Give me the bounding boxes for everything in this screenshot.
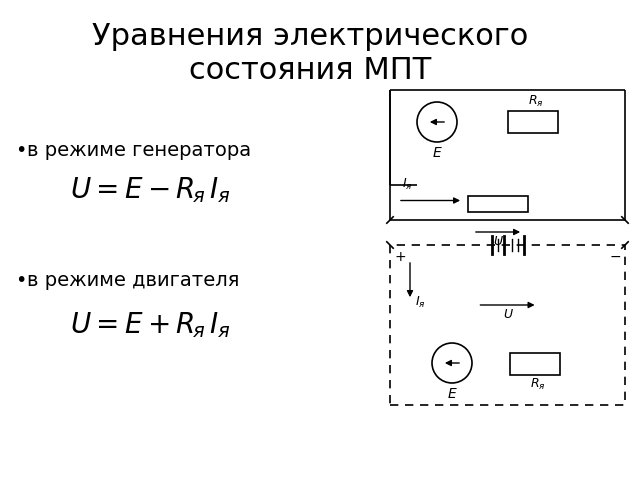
Text: $\mathit{U} = \mathit{E} + \mathit{R}_{\!\mathit{я}}\,\mathit{I}_{\mathit{я}}$: $\mathit{U} = \mathit{E} + \mathit{R}_{\…: [70, 310, 230, 340]
Text: U: U: [503, 308, 512, 321]
Text: •: •: [15, 271, 26, 289]
Text: E: E: [433, 146, 442, 160]
Text: $\mathit{U} = \mathit{E} - \mathit{R}_{\!\mathit{я}}\,\mathit{I}_{\mathit{я}}$: $\mathit{U} = \mathit{E} - \mathit{R}_{\…: [70, 175, 230, 205]
Text: $R_{я}$: $R_{я}$: [530, 377, 546, 392]
Text: $I_{я}$: $I_{я}$: [402, 178, 413, 192]
Text: •: •: [15, 141, 26, 159]
Text: +: +: [394, 250, 406, 264]
Text: E: E: [447, 387, 456, 401]
Text: −: −: [609, 250, 621, 264]
Text: в режиме двигателя: в режиме двигателя: [27, 271, 239, 289]
Text: U: U: [493, 235, 502, 248]
Text: Уравнения электрического
состояния МПТ: Уравнения электрического состояния МПТ: [92, 22, 528, 84]
Text: $I_{я}$: $I_{я}$: [415, 295, 426, 310]
Text: в режиме генератора: в режиме генератора: [27, 141, 251, 159]
Text: $R_{я}$: $R_{я}$: [528, 94, 544, 109]
